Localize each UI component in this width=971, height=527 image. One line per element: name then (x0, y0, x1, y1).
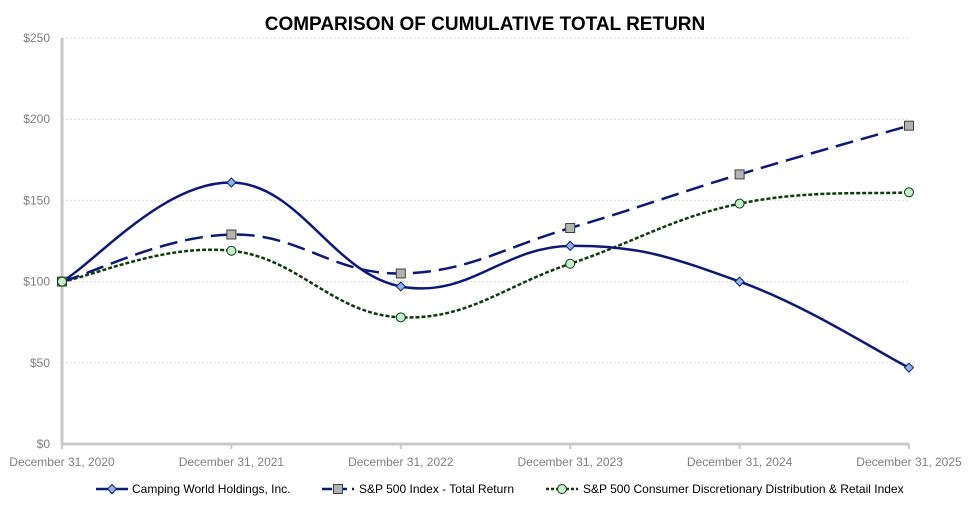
x-tick-label: December 31, 2020 (9, 455, 115, 469)
legend-marker-2 (557, 484, 567, 494)
data-point-series-2 (734, 198, 745, 209)
chart-title: COMPARISON OF CUMULATIVE TOTAL RETURN (265, 14, 706, 35)
axes (60, 38, 910, 449)
legend: Camping World Holdings, Inc. S&P 500 Inde… (96, 482, 904, 496)
series-line-0 (61, 181, 910, 369)
y-tick-label: $250 (23, 31, 50, 45)
data-point-series-0 (395, 281, 407, 292)
data-point-series-2 (904, 187, 914, 198)
data-point-series-1 (904, 120, 914, 131)
series-line-1 (61, 124, 910, 283)
data-point-series-0 (564, 240, 576, 252)
legend-label-2: S&P 500 Consumer Discretionary Distribut… (583, 482, 904, 496)
y-tick-label: $0 (37, 437, 51, 451)
x-tick-label: December 31, 2021 (179, 455, 285, 469)
data-point-series-1 (734, 169, 745, 180)
gridlines (62, 37, 909, 364)
data-point-series-1 (395, 268, 406, 279)
x-tick-label: December 31, 2022 (348, 455, 454, 469)
data-point-series-0 (226, 177, 237, 188)
data-point-series-1 (226, 229, 237, 240)
series-line-2 (61, 191, 910, 319)
x-tick-label: December 31, 2024 (687, 455, 793, 469)
y-tick-label: $50 (30, 356, 50, 370)
data-point-series-1 (565, 223, 576, 234)
data-point-series-2 (395, 312, 406, 323)
series-markers (56, 120, 915, 373)
data-point-series-0 (734, 276, 745, 287)
data-point-series-2 (57, 276, 67, 287)
legend-marker-0 (106, 483, 118, 495)
x-tick-label: December 31, 2025 (856, 455, 962, 469)
y-axis-tick-labels: $0 $50 $100 $150 $200 $250 (23, 31, 50, 451)
data-point-series-0 (903, 362, 915, 373)
legend-label-0: Camping World Holdings, Inc. (132, 482, 291, 496)
legend-marker-1 (333, 484, 343, 494)
y-tick-label: $100 (23, 275, 50, 289)
x-axis-tick-labels: December 31, 2020 December 31, 2021 Decemb… (9, 455, 962, 469)
y-tick-label: $150 (23, 193, 50, 207)
y-tick-label: $200 (23, 112, 50, 126)
x-tick-label: December 31, 2023 (517, 455, 623, 469)
data-point-series-2 (565, 258, 576, 269)
data-point-series-2 (226, 245, 237, 256)
series-lines (61, 124, 910, 369)
legend-label-1: S&P 500 Index - Total Return (359, 482, 514, 496)
